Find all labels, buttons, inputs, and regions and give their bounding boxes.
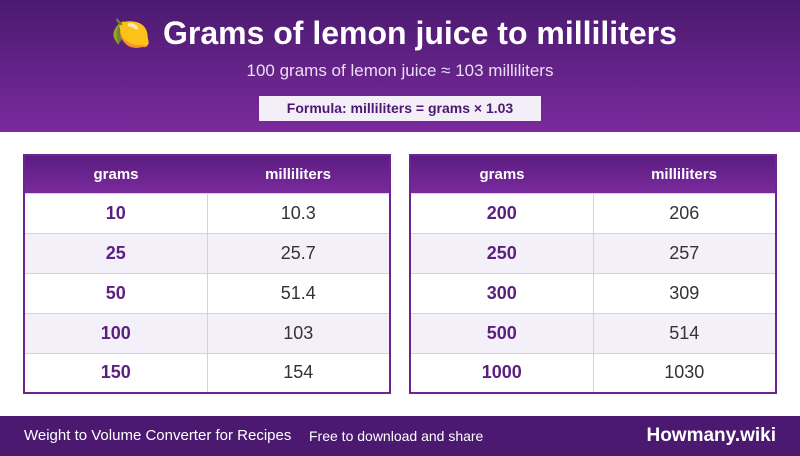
milliliters-cell: 309	[592, 272, 777, 314]
grams-cell: 10	[23, 192, 208, 234]
grams-cell: 250	[409, 232, 594, 274]
header: 🍋 Grams of lemon juice to milliliters 100…	[0, 0, 800, 132]
table-row: 250 257	[409, 232, 777, 274]
milliliters-cell: 154	[206, 352, 391, 394]
header-row: grams milliliters	[24, 155, 390, 193]
conversion-table: grams milliliters 200 206 250 257 300 309 500 514…	[409, 154, 777, 394]
formula: Formula: milliliters = grams × 1.03	[259, 96, 541, 121]
table-row: 300 309	[409, 272, 777, 314]
grams-cell: 150	[23, 352, 208, 394]
grams-cell: 200	[409, 192, 594, 234]
milliliters-cell: 103	[206, 312, 391, 354]
title: Grams of lemon juice to milliliters	[162, 15, 677, 51]
milliliters-cell: 206	[592, 192, 777, 234]
table-row: 25 25.7	[23, 232, 391, 274]
table-row: 150 154	[23, 352, 391, 394]
subtitle: 100 grams of lemon juice ≈ 103 millilite…	[246, 61, 554, 80]
milliliters-cell: 51.4	[206, 272, 391, 314]
conversion-table: grams milliliters 10 10.3 25 25.7 50 51.4 100 103…	[23, 154, 391, 394]
table-row: 100 103	[23, 312, 391, 354]
grams-cell: 50	[23, 272, 208, 314]
column-header: grams	[410, 155, 593, 193]
table-row: 200 206	[409, 192, 777, 234]
table-row: 500 514	[409, 312, 777, 354]
brand: Howmany.wiki	[646, 425, 776, 446]
milliliters-cell: 10.3	[206, 192, 391, 234]
milliliters-cell: 25.7	[206, 232, 391, 274]
table-row: 50 51.4	[23, 272, 391, 314]
column-header: grams	[24, 155, 207, 193]
title-row: 🍋 Grams of lemon juice to milliliters	[0, 14, 800, 52]
column-header: milliliters	[593, 155, 776, 193]
header-row: grams milliliters	[410, 155, 776, 193]
grams-cell: 500	[409, 312, 594, 354]
footer: Weight to Volume Converter for Recipes F…	[0, 416, 800, 456]
footer-text: Weight to Volume Converter for Recipes	[24, 427, 292, 444]
milliliters-cell: 1030	[592, 352, 777, 394]
milliliters-cell: 257	[592, 232, 777, 274]
grams-cell: 25	[23, 232, 208, 274]
table-row: 1000 1030	[409, 352, 777, 394]
grams-cell: 100	[23, 312, 208, 354]
table-row: 10 10.3	[23, 192, 391, 234]
milliliters-cell: 514	[592, 312, 777, 354]
footer-note: Free to download and share	[309, 428, 484, 444]
column-header: milliliters	[207, 155, 390, 193]
icon: 🍋	[111, 15, 151, 51]
grams-cell: 1000	[409, 352, 594, 394]
grams-cell: 300	[409, 272, 594, 314]
